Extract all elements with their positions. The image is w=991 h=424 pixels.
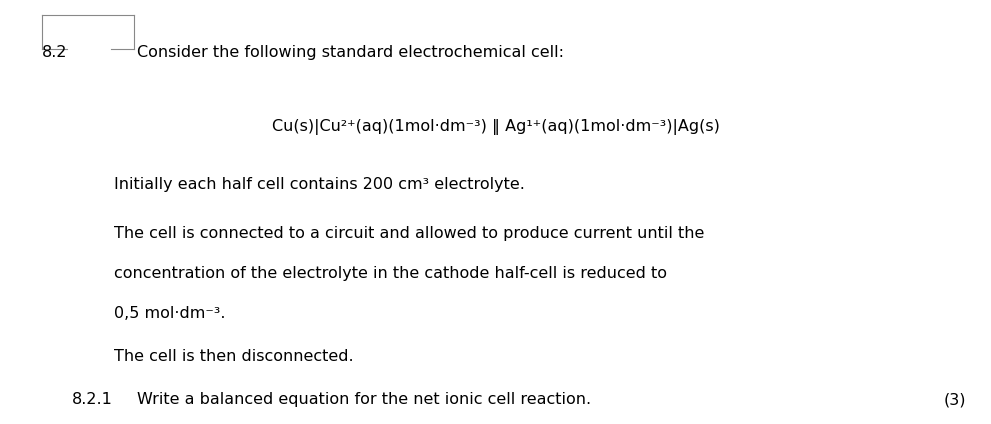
Text: concentration of the electrolyte in the cathode half-cell is reduced to: concentration of the electrolyte in the …	[114, 266, 667, 281]
Text: (3): (3)	[943, 392, 966, 407]
Text: 8.2.1: 8.2.1	[72, 392, 113, 407]
Text: Initially each half cell contains 200 cm³ electrolyte.: Initially each half cell contains 200 cm…	[114, 177, 525, 192]
Text: Write a balanced equation for the net ionic cell reaction.: Write a balanced equation for the net io…	[137, 392, 591, 407]
Text: Consider the following standard electrochemical cell:: Consider the following standard electroc…	[137, 45, 564, 59]
Text: The cell is then disconnected.: The cell is then disconnected.	[114, 349, 354, 363]
Text: 0,5 mol·dm⁻³.: 0,5 mol·dm⁻³.	[114, 306, 226, 321]
Text: The cell is connected to a circuit and allowed to produce current until the: The cell is connected to a circuit and a…	[114, 226, 705, 240]
Text: Cu(s)|Cu²⁺(aq)(1mol·dm⁻³) ‖ Ag¹⁺(aq)(1mol·dm⁻³)|Ag(s): Cu(s)|Cu²⁺(aq)(1mol·dm⁻³) ‖ Ag¹⁺(aq)(1mo…	[272, 119, 719, 135]
Text: 8.2: 8.2	[42, 45, 67, 59]
